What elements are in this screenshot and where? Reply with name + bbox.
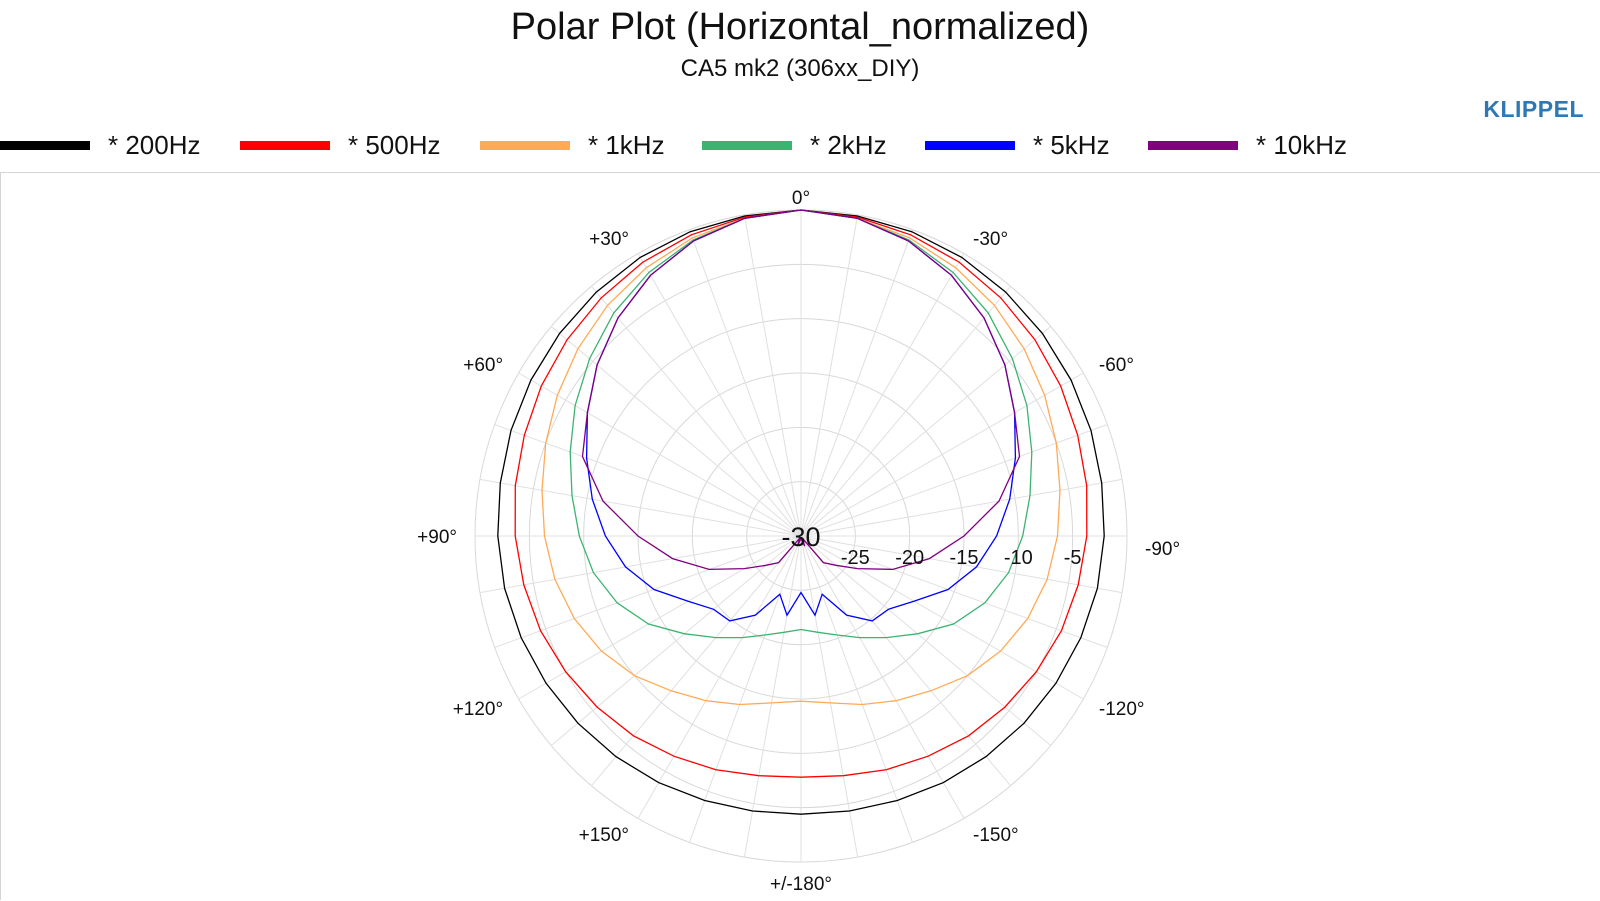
grid-spoke xyxy=(743,535,802,858)
grid-spoke xyxy=(550,535,802,746)
grid-spoke xyxy=(637,253,802,537)
plot-area: -30 -25 -20 -15 -10 -5 0° -30° -60° -90° -120° -150… xyxy=(0,172,1600,900)
grid-spoke xyxy=(800,253,965,537)
grid-spoke xyxy=(800,535,1108,648)
legend-label: * 2kHz xyxy=(810,130,887,160)
grid-spoke xyxy=(800,424,1108,537)
series-line xyxy=(514,209,1088,778)
grid-spoke xyxy=(800,229,913,537)
series-line xyxy=(581,209,1021,571)
grid-spoke xyxy=(494,424,802,537)
angle-label: -120° xyxy=(1099,699,1145,720)
grid-spoke xyxy=(550,326,802,537)
grid-spoke xyxy=(637,535,802,819)
radial-tick-label: -25 xyxy=(841,547,870,569)
legend-swatch xyxy=(0,141,90,150)
angle-label: +60° xyxy=(463,355,503,376)
angle-label: -30° xyxy=(973,229,1008,250)
polar-chart: -30 -25 -20 -15 -10 -5 0° -30° -60° -90° -120° -150… xyxy=(417,188,1180,895)
angle-label: +30° xyxy=(589,229,629,250)
legend-label: * 10kHz xyxy=(1256,130,1348,160)
grid-spoke xyxy=(479,478,802,537)
grid-spoke xyxy=(689,535,802,843)
grid-spoke xyxy=(800,478,1123,537)
grid-spoke xyxy=(494,535,802,648)
legend-swatch xyxy=(702,141,792,150)
chart-subtitle: CA5 mk2 (306xx_DIY) xyxy=(680,55,920,82)
grid-spoke xyxy=(518,372,802,537)
grid-spoke xyxy=(800,535,859,858)
series-line xyxy=(541,209,1061,706)
legend-label: * 200Hz xyxy=(108,130,201,160)
series-line xyxy=(569,209,1033,639)
chart-title: Polar Plot (Horizontal_normalized) xyxy=(510,6,1090,48)
grid-spoke xyxy=(591,285,802,537)
radial-tick-label: -20 xyxy=(895,547,924,569)
grid-spoke xyxy=(800,372,1084,537)
angle-label: +90° xyxy=(417,527,457,548)
angle-label: -90° xyxy=(1145,539,1180,560)
grid-spoke xyxy=(800,535,1011,787)
grid-spoke xyxy=(689,229,802,537)
brand-logo: KLIPPEL xyxy=(1483,96,1584,122)
angle-label: 0° xyxy=(792,188,810,209)
grid-spoke xyxy=(800,326,1052,537)
grid-spoke xyxy=(800,285,1011,537)
legend-swatch xyxy=(240,141,330,150)
series-line xyxy=(497,209,1105,815)
grid-spoke xyxy=(591,535,802,787)
legend-swatch xyxy=(1148,141,1238,150)
radial-tick-label: -15 xyxy=(950,547,979,569)
legend-swatch xyxy=(480,141,570,150)
grid-spoke xyxy=(800,214,859,537)
legend-label: * 500Hz xyxy=(348,130,441,160)
grid-spoke xyxy=(800,535,1052,746)
angle-label: -150° xyxy=(973,825,1019,846)
radial-center-label: -30 xyxy=(781,522,820,552)
angle-label: +150° xyxy=(579,825,629,846)
angle-label: +/-180° xyxy=(770,874,832,895)
radial-tick-label: -5 xyxy=(1064,547,1082,569)
legend-swatch xyxy=(925,141,1015,150)
grid-spoke xyxy=(743,214,802,537)
legend-label: * 1kHz xyxy=(588,130,665,160)
grid-spoke xyxy=(800,535,1123,594)
grid-spoke xyxy=(800,535,913,843)
radial-tick-label: -10 xyxy=(1004,547,1033,569)
legend-label: * 5kHz xyxy=(1033,130,1110,160)
angle-label: +120° xyxy=(453,699,503,720)
grid-spoke xyxy=(479,535,802,594)
grid-spoke xyxy=(800,535,965,819)
angle-label: -60° xyxy=(1099,355,1134,376)
